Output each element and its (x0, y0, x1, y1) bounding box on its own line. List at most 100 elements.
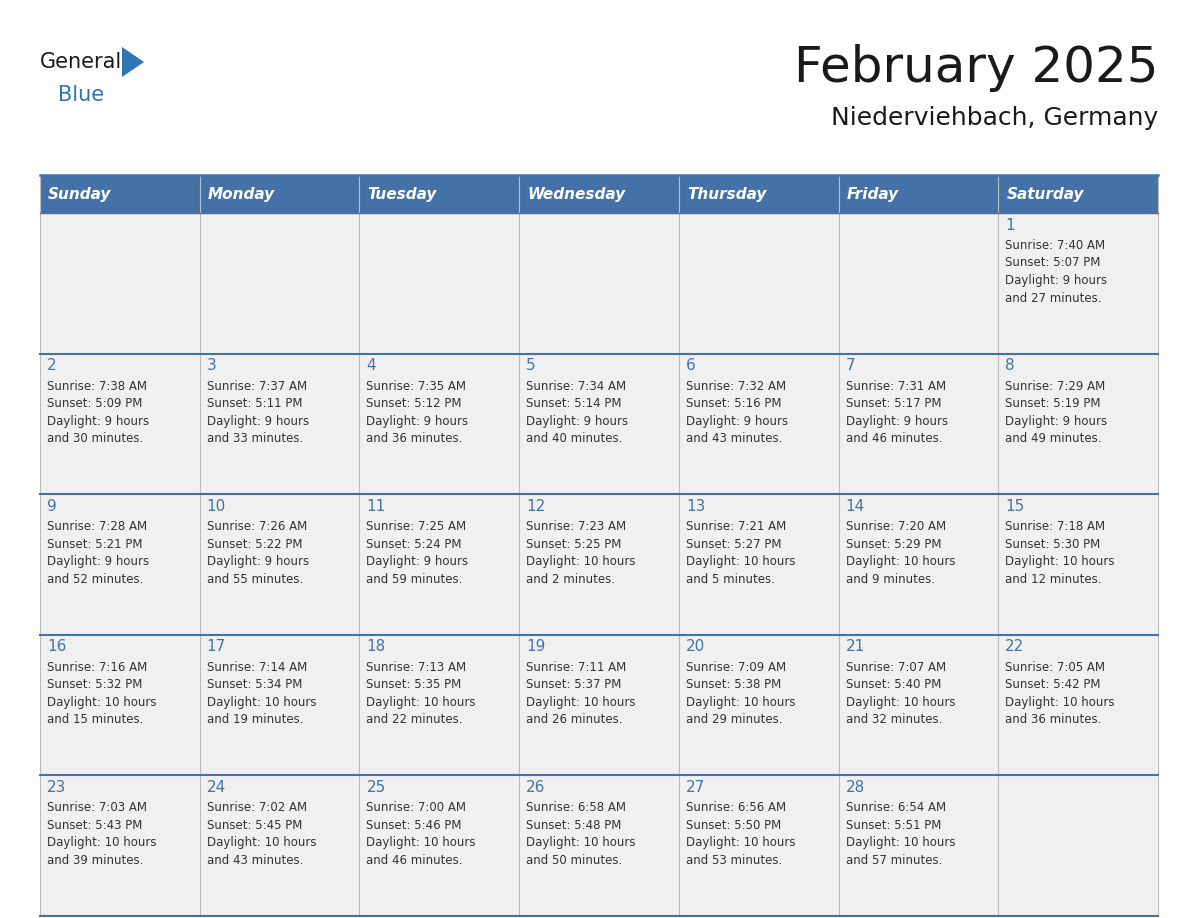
Bar (998, 213, 1158, 353)
Text: 14: 14 (846, 498, 865, 514)
Text: 12: 12 (526, 498, 545, 514)
Bar (200, 353, 360, 494)
Text: 3: 3 (207, 358, 216, 373)
Bar (678, 635, 839, 776)
Text: Sunrise: 7:37 AM
Sunset: 5:11 PM
Daylight: 9 hours
and 33 minutes.: Sunrise: 7:37 AM Sunset: 5:11 PM Dayligh… (207, 380, 309, 445)
Text: Sunrise: 6:56 AM
Sunset: 5:50 PM
Daylight: 10 hours
and 53 minutes.: Sunrise: 6:56 AM Sunset: 5:50 PM Dayligh… (685, 801, 795, 867)
Text: Sunrise: 7:32 AM
Sunset: 5:16 PM
Daylight: 9 hours
and 43 minutes.: Sunrise: 7:32 AM Sunset: 5:16 PM Dayligh… (685, 380, 788, 445)
Bar (839, 776, 998, 916)
Text: Sunrise: 7:13 AM
Sunset: 5:35 PM
Daylight: 10 hours
and 22 minutes.: Sunrise: 7:13 AM Sunset: 5:35 PM Dayligh… (366, 661, 476, 726)
Text: Sunrise: 7:07 AM
Sunset: 5:40 PM
Daylight: 10 hours
and 32 minutes.: Sunrise: 7:07 AM Sunset: 5:40 PM Dayligh… (846, 661, 955, 726)
Text: Sunrise: 7:35 AM
Sunset: 5:12 PM
Daylight: 9 hours
and 36 minutes.: Sunrise: 7:35 AM Sunset: 5:12 PM Dayligh… (366, 380, 468, 445)
Text: Sunrise: 6:58 AM
Sunset: 5:48 PM
Daylight: 10 hours
and 50 minutes.: Sunrise: 6:58 AM Sunset: 5:48 PM Dayligh… (526, 801, 636, 867)
Text: Sunrise: 7:11 AM
Sunset: 5:37 PM
Daylight: 10 hours
and 26 minutes.: Sunrise: 7:11 AM Sunset: 5:37 PM Dayligh… (526, 661, 636, 726)
Bar (678, 175, 839, 213)
Bar (519, 635, 678, 776)
Bar (360, 776, 519, 916)
Bar (40, 776, 200, 916)
Text: Sunrise: 7:21 AM
Sunset: 5:27 PM
Daylight: 10 hours
and 5 minutes.: Sunrise: 7:21 AM Sunset: 5:27 PM Dayligh… (685, 521, 795, 586)
Text: Saturday: Saturday (1006, 186, 1083, 201)
Text: Sunrise: 6:54 AM
Sunset: 5:51 PM
Daylight: 10 hours
and 57 minutes.: Sunrise: 6:54 AM Sunset: 5:51 PM Dayligh… (846, 801, 955, 867)
Bar (678, 776, 839, 916)
Bar (678, 494, 839, 635)
Text: 6: 6 (685, 358, 696, 373)
Bar (998, 175, 1158, 213)
Text: Sunrise: 7:16 AM
Sunset: 5:32 PM
Daylight: 10 hours
and 15 minutes.: Sunrise: 7:16 AM Sunset: 5:32 PM Dayligh… (48, 661, 157, 726)
Text: Sunrise: 7:38 AM
Sunset: 5:09 PM
Daylight: 9 hours
and 30 minutes.: Sunrise: 7:38 AM Sunset: 5:09 PM Dayligh… (48, 380, 150, 445)
Bar (40, 353, 200, 494)
Text: 10: 10 (207, 498, 226, 514)
Bar (360, 353, 519, 494)
Text: Niederviehbach, Germany: Niederviehbach, Germany (830, 106, 1158, 130)
Text: Sunrise: 7:25 AM
Sunset: 5:24 PM
Daylight: 9 hours
and 59 minutes.: Sunrise: 7:25 AM Sunset: 5:24 PM Dayligh… (366, 521, 468, 586)
Bar (200, 494, 360, 635)
Text: Sunrise: 7:20 AM
Sunset: 5:29 PM
Daylight: 10 hours
and 9 minutes.: Sunrise: 7:20 AM Sunset: 5:29 PM Dayligh… (846, 521, 955, 586)
Bar (839, 353, 998, 494)
Bar (360, 635, 519, 776)
Bar (998, 353, 1158, 494)
Bar (200, 776, 360, 916)
Text: Sunrise: 7:18 AM
Sunset: 5:30 PM
Daylight: 10 hours
and 12 minutes.: Sunrise: 7:18 AM Sunset: 5:30 PM Dayligh… (1005, 521, 1114, 586)
Text: Sunrise: 7:09 AM
Sunset: 5:38 PM
Daylight: 10 hours
and 29 minutes.: Sunrise: 7:09 AM Sunset: 5:38 PM Dayligh… (685, 661, 795, 726)
Text: 24: 24 (207, 780, 226, 795)
Bar (839, 494, 998, 635)
Bar (40, 213, 200, 353)
Polygon shape (122, 47, 144, 77)
Text: 21: 21 (846, 639, 865, 655)
Bar (40, 635, 200, 776)
Text: 22: 22 (1005, 639, 1024, 655)
Text: 8: 8 (1005, 358, 1015, 373)
Bar (519, 494, 678, 635)
Text: 23: 23 (48, 780, 67, 795)
Text: Sunrise: 7:03 AM
Sunset: 5:43 PM
Daylight: 10 hours
and 39 minutes.: Sunrise: 7:03 AM Sunset: 5:43 PM Dayligh… (48, 801, 157, 867)
Text: Sunrise: 7:28 AM
Sunset: 5:21 PM
Daylight: 9 hours
and 52 minutes.: Sunrise: 7:28 AM Sunset: 5:21 PM Dayligh… (48, 521, 150, 586)
Bar (200, 175, 360, 213)
Text: 5: 5 (526, 358, 536, 373)
Bar (998, 776, 1158, 916)
Text: 1: 1 (1005, 218, 1015, 232)
Bar (519, 213, 678, 353)
Text: February 2025: February 2025 (794, 44, 1158, 92)
Text: Sunrise: 7:02 AM
Sunset: 5:45 PM
Daylight: 10 hours
and 43 minutes.: Sunrise: 7:02 AM Sunset: 5:45 PM Dayligh… (207, 801, 316, 867)
Text: 16: 16 (48, 639, 67, 655)
Text: Sunrise: 7:05 AM
Sunset: 5:42 PM
Daylight: 10 hours
and 36 minutes.: Sunrise: 7:05 AM Sunset: 5:42 PM Dayligh… (1005, 661, 1114, 726)
Text: Sunday: Sunday (48, 186, 112, 201)
Text: Thursday: Thursday (687, 186, 766, 201)
Text: Sunrise: 7:29 AM
Sunset: 5:19 PM
Daylight: 9 hours
and 49 minutes.: Sunrise: 7:29 AM Sunset: 5:19 PM Dayligh… (1005, 380, 1107, 445)
Bar (360, 494, 519, 635)
Bar (998, 635, 1158, 776)
Text: Sunrise: 7:26 AM
Sunset: 5:22 PM
Daylight: 9 hours
and 55 minutes.: Sunrise: 7:26 AM Sunset: 5:22 PM Dayligh… (207, 521, 309, 586)
Text: Sunrise: 7:00 AM
Sunset: 5:46 PM
Daylight: 10 hours
and 46 minutes.: Sunrise: 7:00 AM Sunset: 5:46 PM Dayligh… (366, 801, 476, 867)
Text: Sunrise: 7:34 AM
Sunset: 5:14 PM
Daylight: 9 hours
and 40 minutes.: Sunrise: 7:34 AM Sunset: 5:14 PM Dayligh… (526, 380, 628, 445)
Bar (519, 353, 678, 494)
Bar (360, 175, 519, 213)
Text: 15: 15 (1005, 498, 1024, 514)
Bar (839, 213, 998, 353)
Bar (519, 175, 678, 213)
Bar (839, 175, 998, 213)
Bar (200, 213, 360, 353)
Text: Sunrise: 7:31 AM
Sunset: 5:17 PM
Daylight: 9 hours
and 46 minutes.: Sunrise: 7:31 AM Sunset: 5:17 PM Dayligh… (846, 380, 948, 445)
Text: Friday: Friday (847, 186, 898, 201)
Text: 20: 20 (685, 639, 706, 655)
Bar (678, 213, 839, 353)
Text: 27: 27 (685, 780, 706, 795)
Text: 9: 9 (48, 498, 57, 514)
Text: General: General (40, 52, 122, 72)
Bar (200, 635, 360, 776)
Text: Wednesday: Wednesday (527, 186, 625, 201)
Text: Monday: Monday (208, 186, 274, 201)
Bar (678, 353, 839, 494)
Bar (519, 776, 678, 916)
Text: Sunrise: 7:14 AM
Sunset: 5:34 PM
Daylight: 10 hours
and 19 minutes.: Sunrise: 7:14 AM Sunset: 5:34 PM Dayligh… (207, 661, 316, 726)
Text: Sunrise: 7:23 AM
Sunset: 5:25 PM
Daylight: 10 hours
and 2 minutes.: Sunrise: 7:23 AM Sunset: 5:25 PM Dayligh… (526, 521, 636, 586)
Bar (40, 494, 200, 635)
Text: 17: 17 (207, 639, 226, 655)
Text: 19: 19 (526, 639, 545, 655)
Text: Blue: Blue (58, 85, 105, 105)
Text: 28: 28 (846, 780, 865, 795)
Bar (360, 213, 519, 353)
Text: Tuesday: Tuesday (367, 186, 437, 201)
Text: 13: 13 (685, 498, 706, 514)
Text: 4: 4 (366, 358, 377, 373)
